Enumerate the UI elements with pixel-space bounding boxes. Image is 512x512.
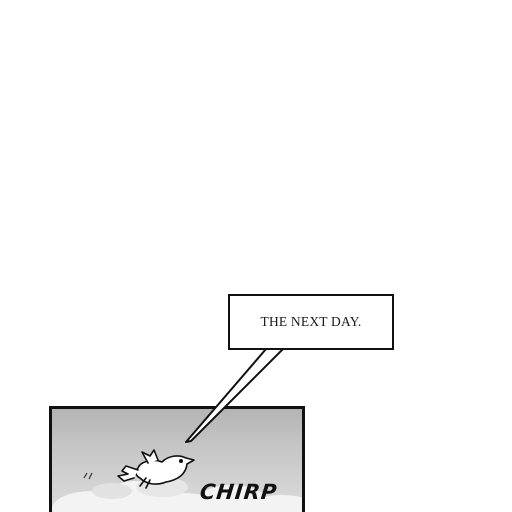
narration-caption-box: THE NEXT DAY. bbox=[228, 294, 394, 350]
comic-panel bbox=[49, 406, 305, 512]
bird-icon bbox=[117, 449, 195, 489]
speech-tail-icon bbox=[185, 348, 284, 443]
narration-caption-text: THE NEXT DAY. bbox=[260, 314, 362, 329]
sound-effect-text: CHIRP bbox=[198, 480, 279, 504]
motion-lines bbox=[83, 472, 93, 480]
